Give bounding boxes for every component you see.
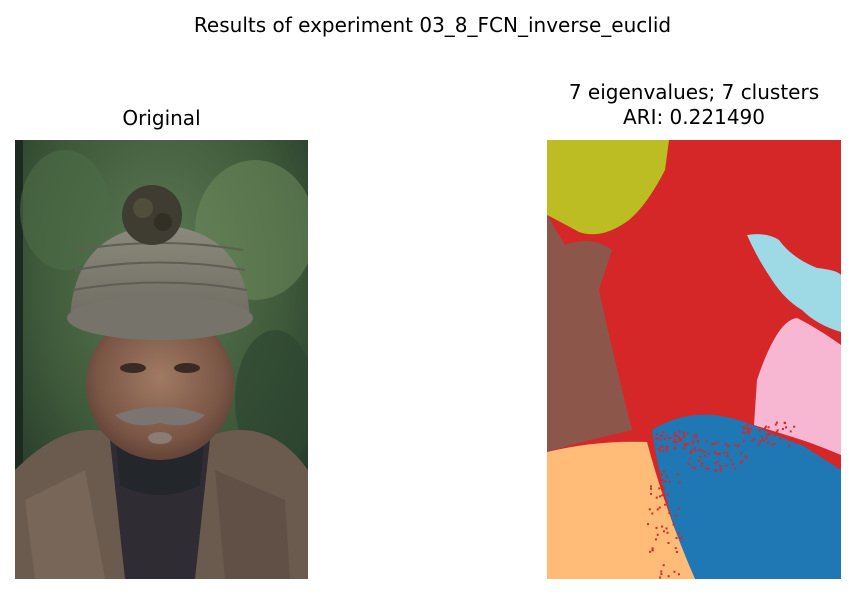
segmentation-title-line-2: ARI: 0.221490 — [622, 105, 765, 129]
cluster-orange-region — [547, 441, 695, 579]
cluster-brown-region — [547, 215, 632, 452]
segmentation-panel-title: 7 eigenvalues; 7 clusters ARI: 0.221490 — [530, 80, 858, 130]
original-photo — [15, 140, 308, 579]
cluster-pink-region — [754, 318, 841, 455]
original-panel-title: Original — [122, 106, 201, 130]
figure-title: Results of experiment 03_8_FCN_inverse_e… — [193, 13, 672, 37]
segmentation-map — [547, 140, 841, 579]
cluster-olive-region — [547, 140, 669, 235]
cluster-blue-region — [652, 414, 841, 579]
segmentation-title-line-1: 7 eigenvalues; 7 clusters — [568, 80, 820, 104]
cluster-cyan-region — [747, 234, 841, 332]
